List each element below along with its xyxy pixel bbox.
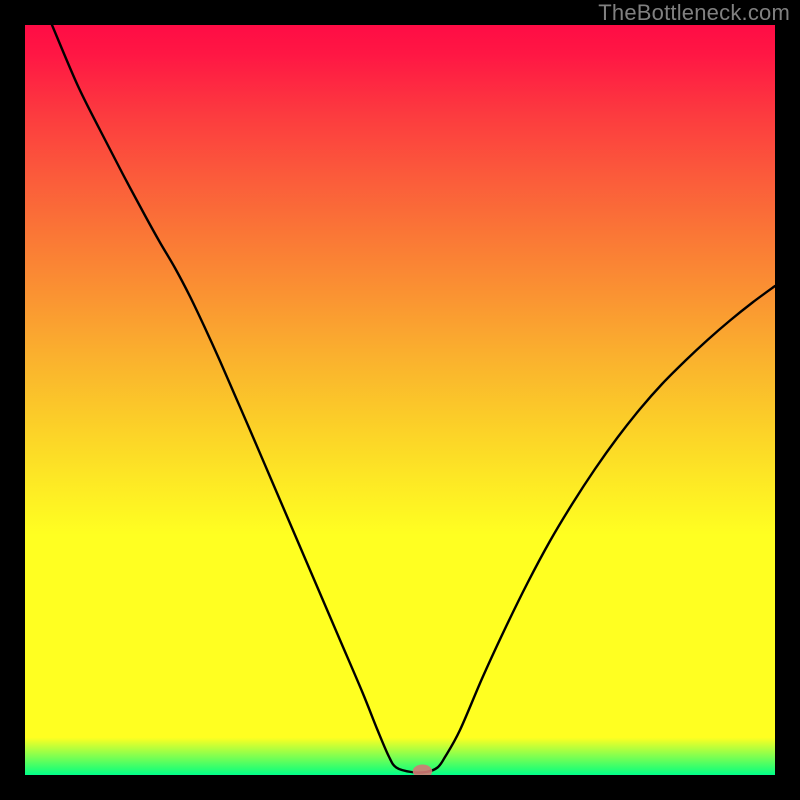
bottleneck-chart [25, 25, 775, 775]
watermark-label: TheBottleneck.com [598, 0, 790, 26]
gradient-background [25, 25, 775, 775]
chart-svg [25, 25, 775, 775]
